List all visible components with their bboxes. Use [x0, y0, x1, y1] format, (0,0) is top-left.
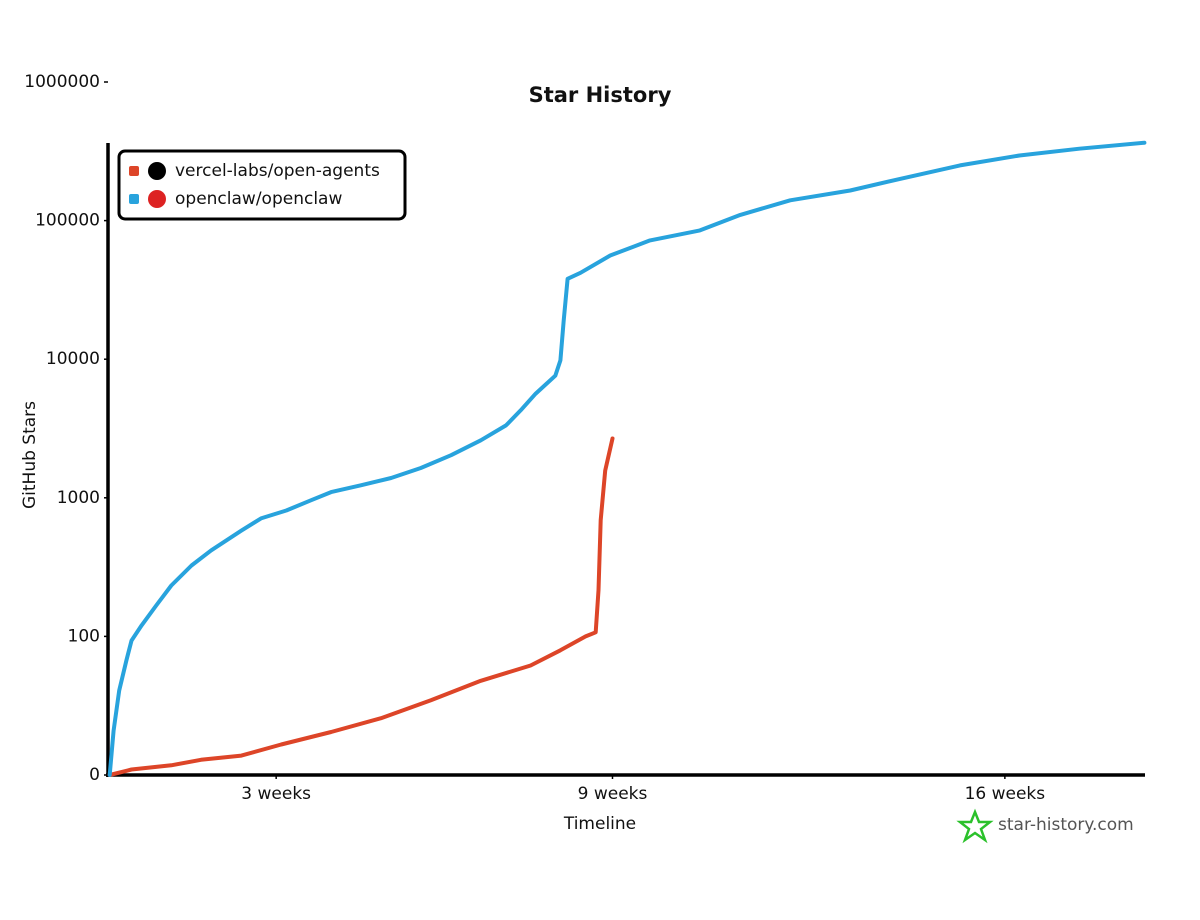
series-line	[107, 140, 1147, 777]
x-axis-label: Timeline	[563, 814, 636, 834]
y-tick-label: 100000	[35, 211, 100, 231]
y-tick-label: 10000	[46, 349, 100, 369]
legend: vercel-labs/open-agents openclaw/openclaw	[117, 149, 407, 221]
y-axis-label: GitHub Stars	[20, 401, 40, 509]
legend-avatar	[148, 162, 166, 180]
y-tick-label: 0	[89, 765, 100, 785]
y-tick-label: 100	[68, 626, 100, 646]
y-tick-label: 1000000	[24, 72, 100, 92]
series-line	[107, 436, 615, 777]
legend-label: openclaw/openclaw	[175, 189, 342, 209]
legend-swatch	[129, 166, 139, 176]
legend-box	[117, 149, 407, 221]
watermark-text: star-history.com	[998, 815, 1134, 835]
legend-swatch	[129, 194, 139, 204]
legend-label: vercel-labs/open-agents	[175, 161, 380, 181]
x-tick-label: 9 weeks	[578, 784, 648, 804]
legend-avatar	[148, 190, 166, 208]
watermark: star-history.com	[956, 808, 1134, 844]
x-tick-label: 3 weeks	[241, 784, 311, 804]
watermark-icon	[956, 808, 994, 844]
x-tick-label: 16 weeks	[965, 784, 1046, 804]
y-tick-label: 1000	[57, 488, 100, 508]
chart-title: Star History	[529, 83, 672, 107]
